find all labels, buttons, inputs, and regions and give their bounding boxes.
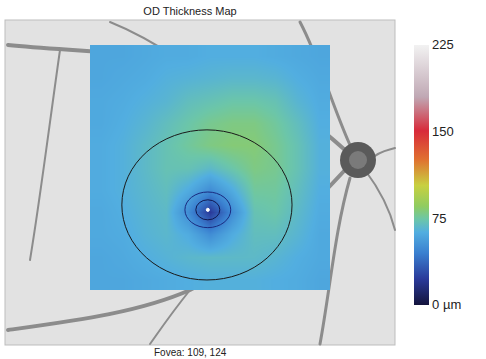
svg-text:0 µm: 0 µm — [432, 297, 461, 312]
svg-text:Fovea: 109, 124: Fovea: 109, 124 — [154, 347, 227, 358]
svg-text:OD Thickness Map: OD Thickness Map — [143, 5, 236, 17]
svg-text:225: 225 — [432, 37, 454, 52]
svg-text:150: 150 — [432, 124, 454, 139]
svg-text:75: 75 — [432, 211, 446, 226]
